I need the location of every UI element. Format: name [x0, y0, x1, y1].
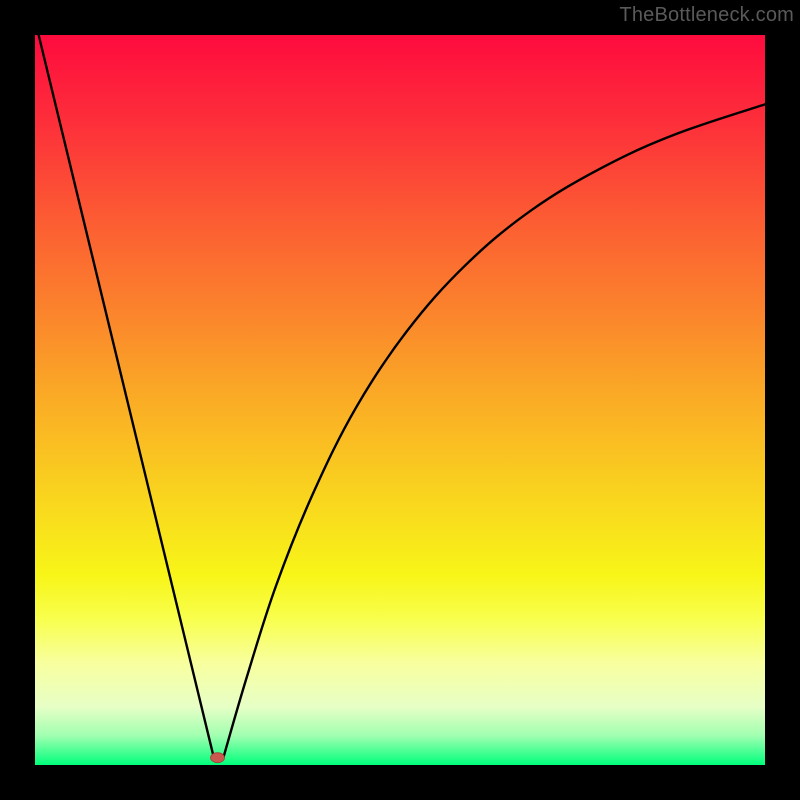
figure-root: TheBottleneck.com [0, 0, 800, 800]
watermark-text: TheBottleneck.com [619, 4, 794, 27]
chart-svg [0, 0, 800, 800]
plot-background [35, 35, 765, 765]
dip-marker [211, 753, 225, 763]
